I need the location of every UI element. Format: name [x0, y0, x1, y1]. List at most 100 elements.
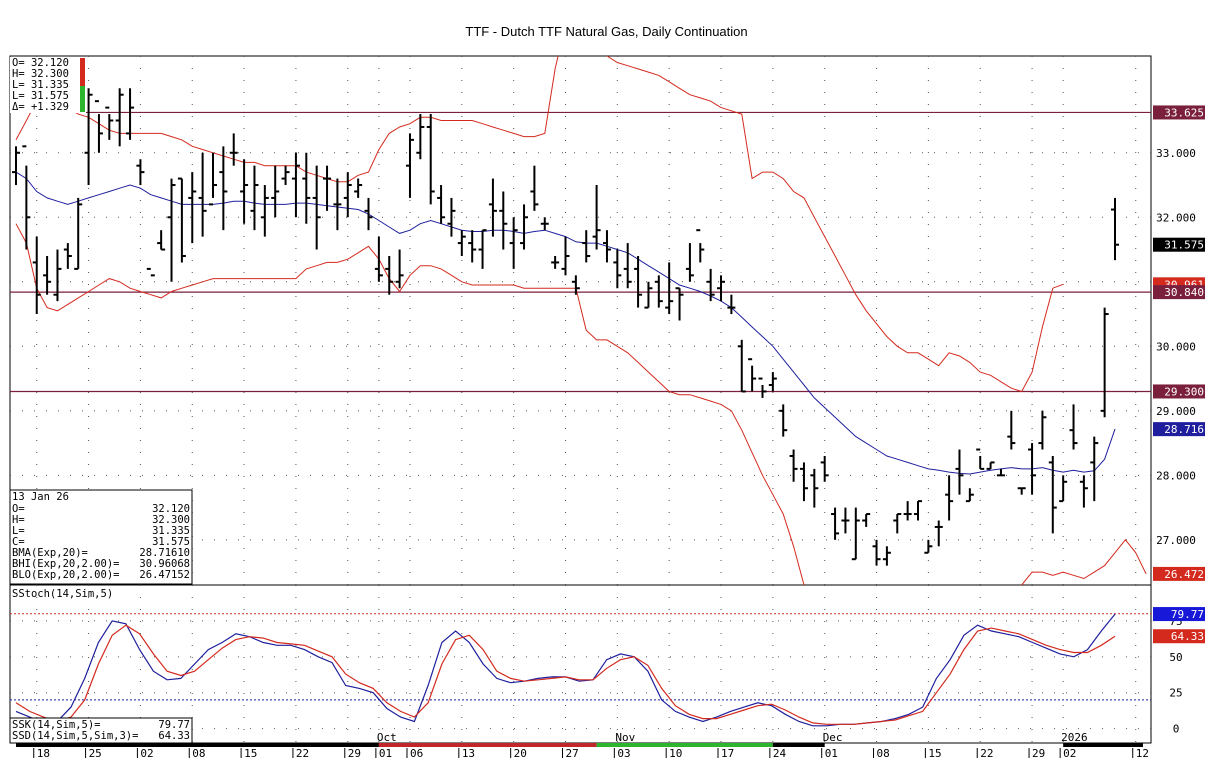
ohlc-bar — [934, 520, 943, 547]
ohlc-bar — [43, 255, 52, 295]
ohlc-bar — [385, 255, 394, 295]
price-tick-label: 30.000 — [1156, 340, 1196, 353]
ohlc-bar — [520, 204, 529, 250]
stoch-row-label: SSD(14,Sim,5,Sim,3)= — [12, 730, 138, 742]
stochastic-lines — [15, 613, 1116, 727]
ohlc-bar — [551, 255, 560, 269]
value-tag-background — [1153, 607, 1205, 622]
ohlc-bar — [872, 539, 881, 566]
ssd-line — [15, 624, 1116, 725]
ohlc-bar — [1059, 475, 1068, 503]
ohlc-bar — [167, 178, 176, 282]
ohlc-bar — [488, 178, 497, 237]
horizontal-lines — [10, 111, 1151, 393]
price-tick-label: 32.000 — [1156, 211, 1196, 224]
ohlc-bar — [1069, 404, 1078, 450]
ohlc-bar — [188, 172, 197, 244]
value-tag-label: 29.300 — [1164, 385, 1204, 398]
ohlc-bar — [841, 507, 850, 534]
value-tag-background — [1153, 422, 1205, 437]
x-tick-label: 12 — [1136, 747, 1149, 760]
ohlc-bar — [571, 275, 580, 295]
ohlc-box: O= 32.120 H= 32.300 L= 31.335 L= 31.575 … — [10, 57, 86, 113]
info-row-label: BHI(Exp,20,2.00)= — [12, 558, 119, 570]
x-tick-label: 15 — [928, 747, 941, 760]
stoch-tick-label: 0 — [1173, 723, 1180, 736]
ohlc-bar — [63, 243, 72, 269]
ohlc-bar — [1090, 436, 1099, 502]
info-row-label: O= — [12, 503, 25, 515]
month-label: Nov — [615, 731, 635, 744]
price-tick-label: 28.000 — [1156, 469, 1196, 482]
ohlc-bar — [1100, 307, 1109, 418]
info-row-value: 26.47152 — [139, 569, 190, 581]
value-tag: 79.77 — [1153, 607, 1205, 622]
bollinger-lower-band — [15, 223, 1147, 585]
info-row-value: 32.120 — [152, 503, 190, 515]
ohlc-bar — [250, 165, 259, 231]
ohlc-bar — [499, 191, 508, 250]
stoch-row-value: 79.77 — [158, 719, 190, 731]
ohlc-bar — [447, 197, 456, 237]
ohlc-bar — [1038, 410, 1047, 450]
info-row-value: 30.96068 — [139, 558, 190, 570]
info-row-value: 28.71610 — [139, 547, 190, 559]
ohlc-bar — [32, 236, 41, 315]
ohlc-bar — [198, 152, 207, 237]
value-tag: 26.472 — [1153, 566, 1205, 581]
value-tag-background — [1153, 105, 1205, 120]
x-tick-label: 17 — [721, 747, 734, 760]
ohlc-bar — [260, 185, 269, 237]
x-tick-label: 22 — [980, 747, 993, 760]
info-row-value: 31.335 — [152, 525, 190, 537]
chart-title: TTF - Dutch TTF Natural Gas, Daily Conti… — [465, 24, 748, 39]
ohlc-bar — [634, 255, 643, 308]
ohlc-line-last: L= 31.575 — [12, 90, 69, 102]
value-tag-label: 26.472 — [1164, 568, 1204, 581]
ohlc-bar — [1079, 475, 1088, 508]
ohlc-bar — [831, 507, 840, 540]
right-value-tags: 33.62531.57530.96130.84029.30028.71626.4… — [1153, 105, 1205, 644]
value-tag-label: 31.575 — [1164, 239, 1204, 252]
x-tick-label: 06 — [410, 747, 423, 760]
ohlc-bar — [602, 230, 611, 263]
ohlc-bar — [592, 185, 601, 250]
ohlc-bar — [437, 185, 446, 224]
x-tick-label: 20 — [514, 747, 527, 760]
ohlc-bar — [94, 100, 103, 153]
ohlc-bar — [457, 230, 466, 256]
info-date: 13 Jan 26 — [12, 491, 69, 503]
x-axis: 18 25 02 08 15 22 29 01 06 13 20 27 03 10 17 24 01 08 15 22… — [16, 731, 1149, 760]
ohlc-bar — [955, 449, 964, 495]
ohlc-bar — [22, 145, 31, 250]
ohlc-line-open: O= 32.120 — [12, 57, 69, 69]
value-tag: 31.575 — [1153, 237, 1205, 252]
ohlc-bar — [509, 217, 518, 269]
ohlc-bar — [146, 267, 155, 277]
ohlc-bar — [623, 243, 632, 289]
info-row-label: L= — [12, 525, 25, 537]
ohlc-bar — [12, 146, 20, 186]
price-bars — [12, 88, 1119, 566]
stoch-row-label: SSK(14,Sim,5)= — [12, 719, 101, 731]
ohlc-bar — [748, 358, 757, 392]
x-tick-label: 03 — [617, 747, 630, 760]
bollinger-upper-band — [15, 56, 1064, 393]
ohlc-bar — [478, 229, 487, 269]
value-tag-label: 64.33 — [1171, 630, 1204, 643]
ohlc-bar — [405, 133, 414, 198]
ohlc-bar — [229, 133, 238, 166]
ohlc-bar — [893, 513, 902, 534]
info-row-label: BMA(Exp,20)= — [12, 547, 88, 559]
ohlc-bar — [882, 546, 891, 566]
x-tick-label: 27 — [566, 747, 579, 760]
ohlc-bar — [136, 159, 145, 186]
x-tick-label: 24 — [773, 747, 787, 760]
ohlc-bar — [1028, 443, 1037, 495]
ohlc-bar — [685, 243, 694, 282]
ohlc-bar — [727, 294, 736, 315]
x-tick-label: 25 — [89, 747, 102, 760]
strip-segment-red — [378, 743, 597, 747]
bma-line — [15, 171, 1116, 475]
month-label: Dec — [823, 731, 843, 744]
